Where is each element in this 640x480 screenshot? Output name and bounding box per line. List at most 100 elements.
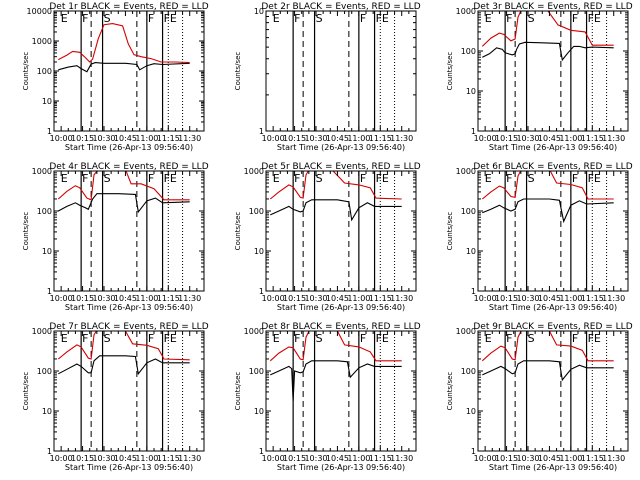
segment-marker-label: F: [294, 12, 300, 25]
segment-marker-label: F: [294, 332, 300, 345]
y-tick-label: 10000: [27, 7, 52, 16]
x-tick-label: 10:00: [262, 134, 285, 143]
segment-marker-label: F: [82, 12, 88, 25]
chart-title: Det 2r BLACK = Events, RED = LLD: [261, 2, 420, 12]
chart-title: Det 3r BLACK = Events, RED = LLD: [473, 2, 632, 12]
segment-marker-label: FE: [164, 332, 177, 345]
segment-marker-label: E: [61, 12, 68, 25]
x-tick-label: 11:15: [369, 454, 392, 463]
plot-frame: [265, 170, 417, 292]
x-tick-label: 10:30: [516, 134, 539, 143]
y-tick-label: 10: [466, 87, 476, 96]
y-tick-label: 10: [254, 407, 264, 416]
plot-frame: [53, 170, 205, 292]
x-tick-label: 11:15: [369, 294, 392, 303]
x-tick-label: 10:00: [50, 454, 73, 463]
y-tick-label: 10: [42, 97, 52, 106]
x-tick-label: 11:30: [178, 454, 201, 463]
x-tick-label: 10:15: [495, 294, 518, 303]
x-tick-label: 10:30: [304, 454, 327, 463]
segment-marker-label: E: [61, 332, 68, 345]
chart-title: Det 8r BLACK = Events, RED = LLD: [261, 322, 420, 332]
y-tick-label: 10: [466, 407, 476, 416]
x-tick-label: 10:45: [326, 454, 349, 463]
x-tick-label: 10:15: [71, 134, 94, 143]
y-tick-label: 1: [471, 287, 476, 296]
segment-marker-label: F: [506, 12, 512, 25]
segment-marker-label: F: [572, 332, 578, 345]
segment-marker-label: S: [528, 12, 535, 25]
y-tick-label: 10: [254, 7, 264, 16]
segment-marker-label: FE: [164, 12, 177, 25]
segment-marker-label: E: [61, 172, 68, 185]
segment-marker-label: F: [148, 12, 154, 25]
x-tick-label: 10:30: [92, 454, 115, 463]
segment-marker-label: FE: [164, 172, 177, 185]
x-tick-label: 11:30: [602, 294, 625, 303]
y-tick-label: 100: [461, 367, 476, 376]
segment-marker-label: FE: [588, 332, 601, 345]
segment-marker-label: E: [485, 12, 492, 25]
x-axis-label: Start Time (26-Apr-13 09:56:40): [489, 143, 617, 152]
x-tick-label: 10:45: [538, 454, 561, 463]
segment-marker-label: F: [506, 172, 512, 185]
y-axis-label: Counts/sec: [234, 52, 242, 91]
x-tick-label: 10:00: [262, 294, 285, 303]
y-tick-label: 1: [47, 127, 52, 136]
y-tick-label: 100: [249, 207, 264, 216]
series-events: [58, 355, 190, 376]
x-tick-label: 10:00: [474, 454, 497, 463]
segment-marker-label: FE: [588, 12, 601, 25]
series-events: [270, 199, 402, 222]
y-tick-label: 1000: [456, 7, 476, 16]
chart-title: Det 7r BLACK = Events, RED = LLD: [49, 322, 208, 332]
y-tick-label: 1: [47, 287, 52, 296]
plot-area: E F S F FE: [58, 11, 190, 131]
y-tick-label: 10: [42, 247, 52, 256]
x-tick-label: 10:45: [538, 294, 561, 303]
segment-marker-label: F: [572, 12, 578, 25]
y-tick-label: 100: [37, 367, 52, 376]
x-axis-label: Start Time (26-Apr-13 09:56:40): [277, 303, 405, 312]
x-tick-label: 11:30: [390, 134, 413, 143]
x-tick-label: 11:15: [581, 134, 604, 143]
series-events: [482, 41, 614, 62]
x-tick-label: 10:15: [283, 454, 306, 463]
y-tick-label: 100: [37, 207, 52, 216]
y-axis-label: Counts/sec: [446, 52, 454, 91]
segment-marker-label: E: [273, 332, 280, 345]
segment-marker-label: S: [316, 332, 323, 345]
y-tick-label: 1000: [244, 167, 264, 176]
x-tick-label: 11:00: [135, 134, 158, 143]
segment-marker-label: E: [273, 12, 280, 25]
y-axis-label: Counts/sec: [22, 372, 30, 411]
segment-marker-label: F: [572, 172, 578, 185]
segment-marker-label: F: [360, 332, 366, 345]
series-lld: [58, 23, 190, 64]
plot-frame: [265, 330, 417, 452]
plot-area: E F S F FE: [269, 171, 402, 291]
segment-marker-label: S: [528, 332, 535, 345]
chart-title: Det 9r BLACK = Events, RED = LLD: [473, 322, 632, 332]
x-tick-label: 10:00: [474, 134, 497, 143]
x-tick-label: 11:00: [347, 294, 370, 303]
x-tick-label: 11:30: [390, 454, 413, 463]
segment-marker-label: FE: [376, 172, 389, 185]
x-tick-label: 10:00: [262, 454, 285, 463]
segment-marker-label: F: [360, 172, 366, 185]
segment-marker-label: S: [104, 332, 111, 345]
series-lld: [481, 331, 614, 362]
x-axis-label: Start Time (26-Apr-13 09:56:40): [489, 463, 617, 472]
x-tick-label: 10:00: [474, 294, 497, 303]
y-tick-label: 100: [37, 67, 52, 76]
x-tick-label: 11:15: [581, 294, 604, 303]
x-tick-label: 11:30: [602, 134, 625, 143]
x-axis-label: Start Time (26-Apr-13 09:56:40): [65, 303, 193, 312]
